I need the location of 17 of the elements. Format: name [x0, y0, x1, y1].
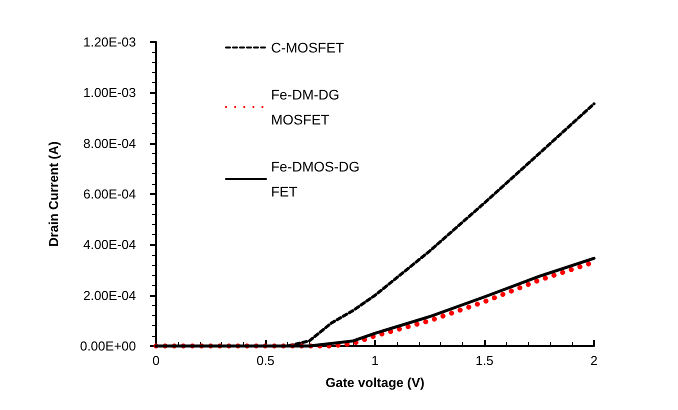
x-tick-label: 2 [590, 353, 598, 368]
legend-label: Fe-DMOS-DG FET [271, 158, 364, 200]
legend-label: C-MOSFET [271, 40, 345, 56]
x-tick-label: 0.5 [256, 353, 275, 368]
y-tick-label: 6.00E-04 [83, 186, 136, 202]
y-tick-label: 1.20E-03 [83, 34, 136, 50]
x-tick-label: 1.5 [475, 353, 494, 368]
y-tick-label: 8.00E-04 [83, 136, 136, 151]
y-tick-label: 1.00E-03 [83, 85, 136, 100]
x-tick-label: 1 [371, 353, 379, 368]
y-tick-label: 2.00E-04 [83, 288, 136, 303]
x-axis-title: Gate voltage (V) [326, 375, 424, 390]
y-tick-label: 4.00E-04 [83, 237, 136, 252]
y-axis-title: Drain Current (A) [46, 141, 61, 247]
x-tick-label: 0 [152, 353, 160, 368]
legend-label: Fe-DM-DG MOSFET [271, 86, 344, 128]
y-tick-label: 0.00E+00 [80, 338, 136, 354]
